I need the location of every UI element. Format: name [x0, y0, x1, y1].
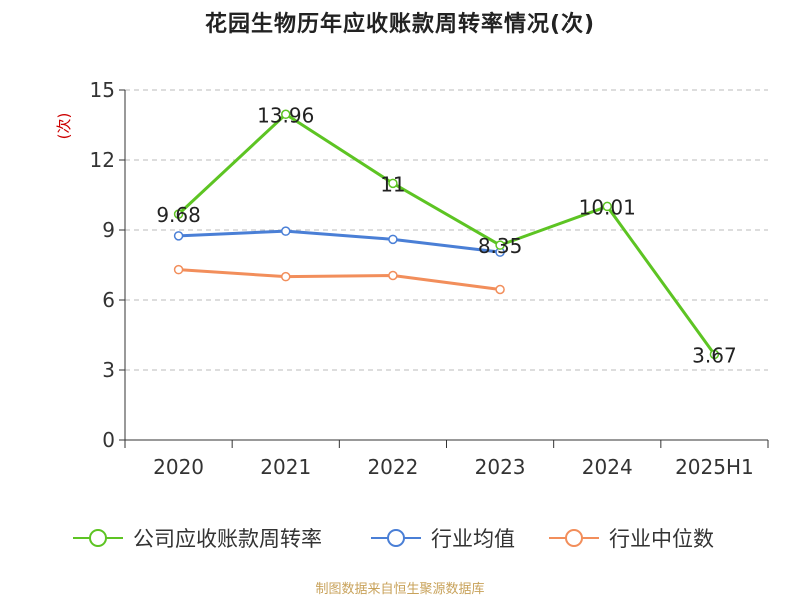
source-note: 制图数据来自恒生聚源数据库: [315, 582, 485, 597]
legend-label: 公司应收账款周转率: [133, 527, 322, 551]
legend-marker: [565, 529, 583, 547]
data-label: 3.67: [692, 343, 737, 367]
data-point: [281, 109, 291, 120]
y-tick-label: 6: [102, 288, 115, 312]
data-point: [281, 226, 291, 236]
series-line: [178, 229, 501, 254]
data-point: [173, 264, 184, 275]
y-tick-label: 9: [102, 218, 115, 242]
x-tick-label: 2022: [367, 455, 418, 479]
x-tick-label: 2025H1: [675, 455, 754, 479]
data-point: [388, 178, 398, 189]
data-label: 8.35: [478, 234, 523, 258]
data-point: [602, 201, 612, 212]
chart-title: 花园生物历年应收账款周转率情况(次): [204, 12, 596, 37]
data-point: [173, 209, 184, 219]
y-tick-label: 3: [102, 358, 115, 382]
data-label: 13.96: [257, 103, 314, 127]
x-tick-label: 2021: [260, 455, 311, 479]
legend-label: 行业均值: [431, 527, 515, 551]
data-label: 9.68: [156, 203, 201, 227]
data-point: [495, 240, 505, 250]
y-tick-label: 0: [102, 428, 115, 452]
data-point: [388, 234, 398, 245]
series-line: [178, 268, 501, 291]
x-tick-label: 2024: [582, 455, 633, 479]
legend-marker: [89, 529, 107, 547]
data-label: 10.01: [579, 195, 636, 219]
data-point: [709, 349, 720, 360]
legend-label: 行业中位数: [609, 527, 714, 551]
y-axis-label: (次): [55, 113, 73, 140]
x-tick-label: 2020: [153, 455, 204, 479]
data-point: [388, 270, 398, 281]
data-point: [281, 271, 291, 282]
y-tick-label: 15: [90, 78, 115, 102]
series-line: [177, 112, 716, 356]
x-tick-label: 2023: [475, 455, 526, 479]
data-point: [173, 231, 184, 241]
data-point: [495, 284, 505, 295]
y-tick-label: 12: [90, 148, 115, 172]
legend-marker: [387, 529, 405, 547]
data-label: 11: [380, 172, 405, 196]
